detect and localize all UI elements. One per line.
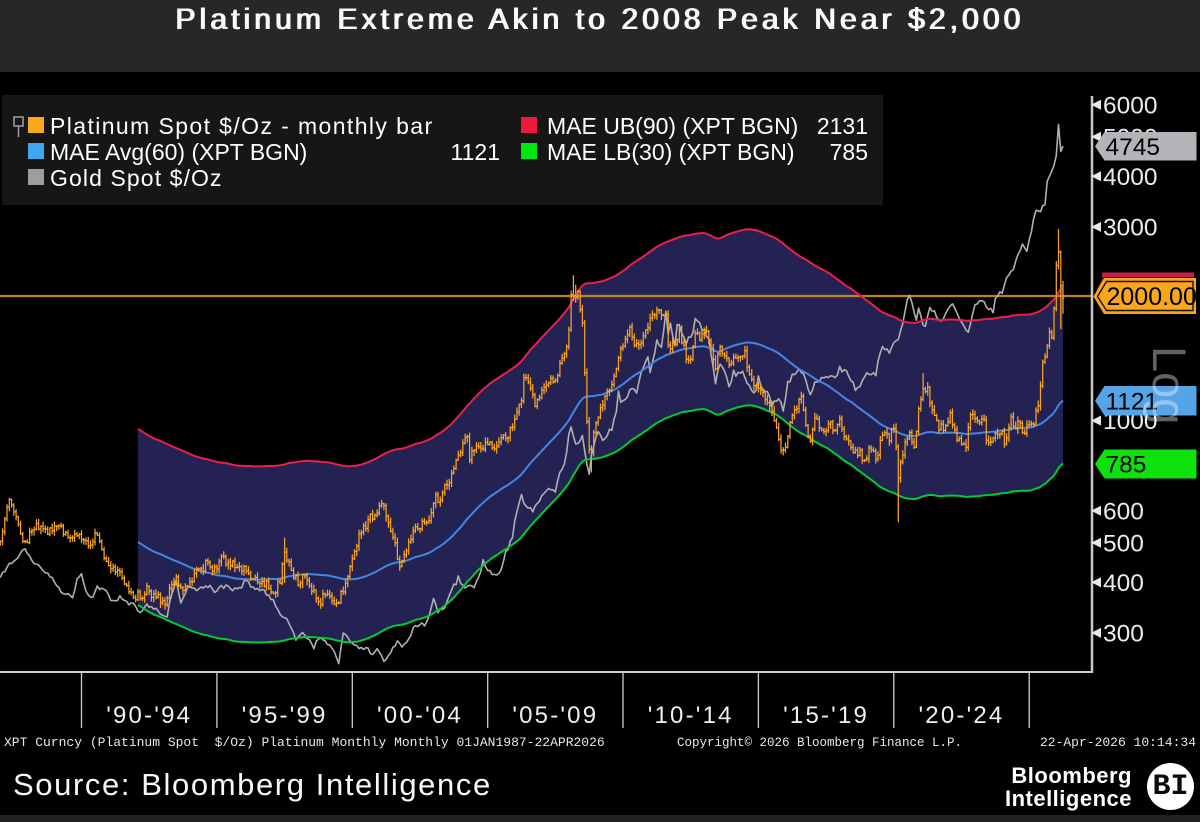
svg-text:400: 400 [1103, 570, 1144, 597]
svg-text:'10-'14: '10-'14 [648, 702, 734, 729]
svg-text:3000: 3000 [1103, 215, 1158, 242]
svg-text:'05-'09: '05-'09 [512, 702, 598, 729]
svg-text:'90-'94: '90-'94 [106, 702, 192, 729]
svg-text:785: 785 [1106, 452, 1147, 479]
svg-text:300: 300 [1103, 621, 1144, 648]
svg-text:500: 500 [1103, 530, 1144, 557]
svg-text:4000: 4000 [1103, 164, 1158, 191]
svg-text:2000.00: 2000.00 [1107, 283, 1197, 311]
svg-text:'15-'19: '15-'19 [783, 702, 869, 729]
svg-text:4745: 4745 [1106, 134, 1161, 161]
svg-text:Log: Log [1143, 346, 1196, 424]
svg-text:XPT Curncy (Platinum Spot $/O: XPT Curncy (Platinum Spot $/Oz) Platinum… [4, 735, 605, 750]
svg-text:Copyright© 2026 Bloomberg Fina: Copyright© 2026 Bloomberg Finance L.P. [677, 736, 962, 750]
svg-text:'95-'99: '95-'99 [242, 702, 328, 729]
svg-text:600: 600 [1103, 498, 1144, 525]
svg-text:22-Apr-2026 10:14:34: 22-Apr-2026 10:14:34 [1040, 735, 1196, 750]
svg-text:1121: 1121 [1106, 388, 1159, 415]
svg-text:6000: 6000 [1103, 92, 1158, 119]
svg-text:'00-'04: '00-'04 [377, 702, 463, 729]
svg-text:'20-'24: '20-'24 [919, 702, 1005, 729]
